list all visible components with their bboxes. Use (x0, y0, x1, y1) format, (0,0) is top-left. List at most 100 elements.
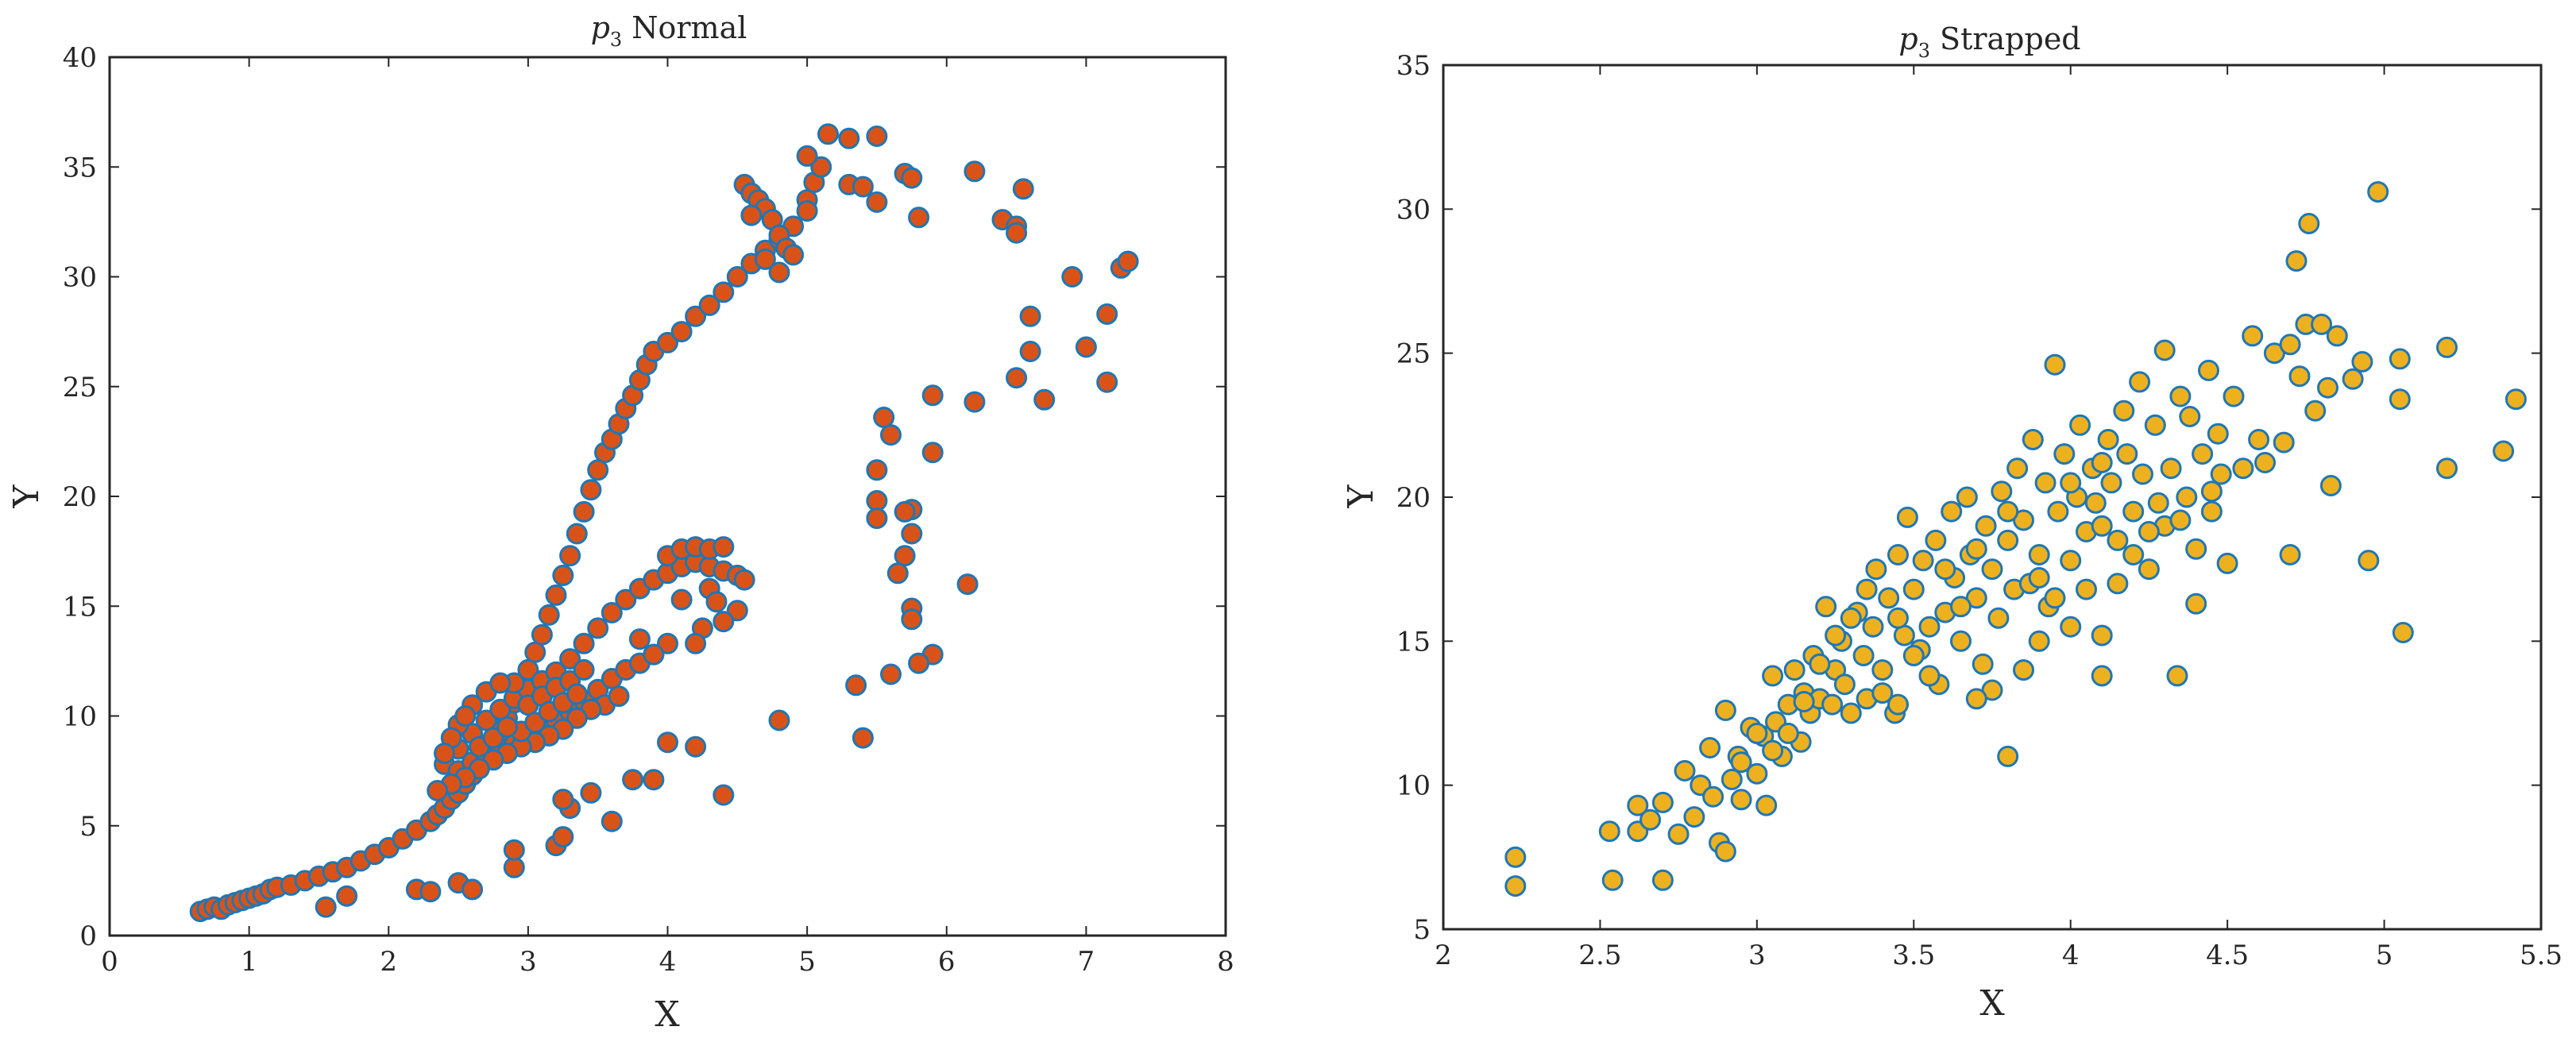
chart-title: p3 Strapped (1898, 21, 2080, 62)
data-point (1856, 578, 1878, 600)
data-point (1840, 702, 1862, 724)
data-point (2288, 365, 2311, 388)
data-point (1075, 336, 1097, 358)
data-point (1601, 869, 1624, 891)
data-point (1504, 846, 1527, 868)
data-point (2392, 622, 2414, 643)
data-point (1699, 737, 1721, 758)
data-point (2097, 429, 2119, 450)
data-point (657, 731, 678, 754)
data-point (1730, 789, 1752, 811)
data-point (1714, 699, 1736, 721)
data-point (2319, 475, 2342, 496)
data-point (1956, 486, 1978, 508)
data-point (713, 611, 735, 633)
data-point (524, 712, 546, 734)
data-point (2273, 431, 2295, 453)
data-point (733, 569, 755, 591)
data-point (1941, 500, 1963, 523)
data-point (894, 545, 916, 567)
data-point (538, 604, 560, 626)
data-point (2122, 500, 2145, 523)
data-point (852, 176, 874, 198)
y-tick-label: 15 (63, 591, 97, 623)
data-point (2185, 592, 2207, 615)
x-tick-label: 2 (1435, 940, 1452, 971)
y-tick-label: 10 (63, 701, 97, 733)
data-point (782, 244, 805, 266)
data-point (1833, 673, 1856, 696)
data-point (1887, 607, 1909, 629)
x-tick-label: 2.5 (1578, 940, 1621, 971)
data-point (2436, 457, 2458, 480)
data-point (1862, 616, 1884, 638)
data-point (2232, 457, 2254, 480)
x-tick-label: 0 (101, 946, 118, 978)
axes-frame (108, 56, 1227, 937)
data-point (2091, 452, 2113, 473)
data-point (1006, 222, 1028, 244)
x-tick-label: 1 (241, 946, 258, 978)
data-point (559, 545, 581, 567)
data-point (2326, 325, 2348, 347)
data-point (2147, 492, 2169, 514)
data-point (2200, 500, 2223, 523)
data-point (2342, 368, 2364, 390)
x-tick-label: 5 (798, 946, 816, 978)
data-point (2091, 624, 2113, 646)
data-point (615, 589, 637, 611)
data-point (1019, 341, 1041, 362)
data-point (817, 123, 839, 145)
data-point (489, 672, 512, 694)
data-point (2242, 325, 2264, 347)
data-point (2298, 213, 2320, 234)
data-point (566, 683, 588, 705)
data-point (713, 784, 735, 806)
data-point (1061, 266, 1083, 288)
data-point (587, 459, 609, 481)
data-point (2060, 472, 2082, 494)
data-point (1852, 645, 1875, 666)
data-point (1096, 371, 1118, 393)
data-point (866, 125, 888, 147)
scatter-panel-strapped: p3 Strapped 2 2.5 3 3.5 4 4.5 5 5.5 5 10 15 20 25 30… (1341, 21, 2562, 1024)
data-point (873, 407, 895, 428)
data-point (454, 705, 477, 727)
data-point (1117, 250, 1139, 272)
data-point (1702, 785, 1724, 808)
data-point (1721, 768, 1743, 790)
data-point (908, 652, 930, 674)
data-point (740, 204, 763, 226)
x-axis-label: X (655, 994, 680, 1035)
data-point (2091, 665, 2113, 687)
data-point (866, 459, 888, 481)
data-point (921, 442, 944, 464)
data-point (503, 856, 525, 878)
data-point (2248, 429, 2270, 450)
data-point (2107, 529, 2129, 551)
data-point (894, 500, 916, 523)
x-tick-label: 7 (1078, 946, 1095, 978)
data-point (1793, 691, 1815, 712)
data-point (685, 632, 707, 654)
data-point (1762, 739, 1784, 762)
data-point (880, 663, 902, 685)
data-point (1598, 820, 1620, 843)
data-point (1896, 506, 1918, 528)
data-point (657, 632, 678, 654)
data-point (1033, 388, 1056, 411)
y-tick-label: 5 (1413, 914, 1431, 946)
data-point (1651, 791, 1674, 813)
data-point (1821, 693, 1844, 716)
y-tick-label: 25 (1396, 338, 1431, 370)
data-point (901, 167, 923, 189)
data-point (964, 160, 986, 183)
chart-title: p3 Normal (591, 10, 747, 51)
data-point (524, 641, 546, 663)
data-point (1965, 538, 1987, 560)
data-point (2223, 385, 2245, 407)
data-point (2285, 250, 2308, 272)
data-point (1887, 544, 1909, 565)
data-point (1871, 659, 1894, 681)
data-point (434, 743, 455, 764)
